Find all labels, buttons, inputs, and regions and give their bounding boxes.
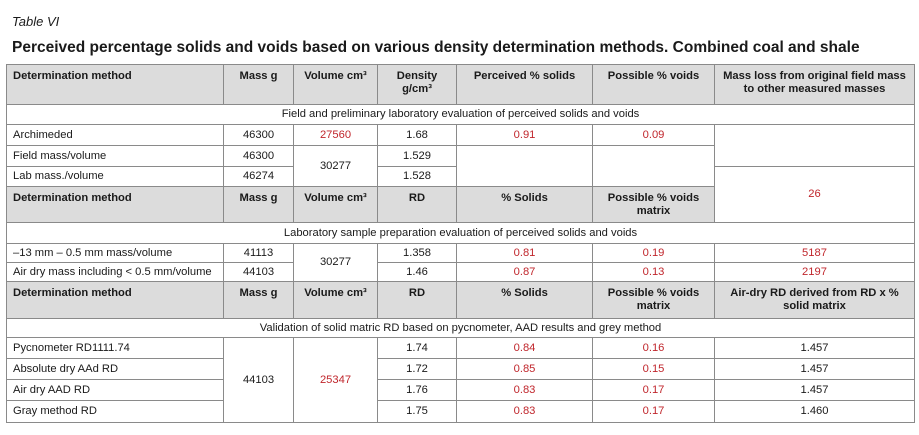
method-cell: Absolute dry AAd RD (6, 358, 224, 380)
empty-cell (714, 124, 915, 167)
header-row-2: Determination method Mass g Volume cm³ R… (6, 186, 915, 223)
col-header-mass-loss: Mass loss from original field mass to ot… (714, 64, 915, 105)
voids-cell: 0.17 (592, 379, 715, 401)
method-cell: Air dry mass including < 0.5 mm/volume (6, 262, 224, 282)
table-row: Field mass/volume 46300 30277 1.529 (6, 145, 915, 187)
col-header-method: Determination method (6, 186, 224, 223)
table-row: Absolute dry AAd RD 1.72 0.85 0.15 1.457 (6, 358, 915, 380)
table-row: –13 mm – 0.5 mm mass/volume 41113 30277 … (6, 243, 915, 282)
voids-cell: 0.09 (592, 124, 715, 146)
voids-cell: 0.19 (592, 243, 715, 263)
col-header-rd: RD (377, 281, 457, 319)
method-cell: Gray method RD (6, 400, 224, 423)
table-row: Air dry mass including < 0.5 mm/volume 4… (6, 262, 915, 282)
voids-cell: 0.13 (592, 262, 715, 282)
air-dry-rd-cell: 1.457 (714, 379, 915, 401)
col-header-voids: Possible % voids (592, 64, 715, 105)
col-header-air-dry-rd: Air-dry RD derived from RD x % solid mat… (714, 281, 915, 319)
solids-cell: 0.84 (456, 337, 593, 359)
solids-cell: 0.83 (456, 379, 593, 401)
density-cell: 1.528 (377, 166, 457, 187)
mass-cell: 46274 (223, 166, 294, 187)
air-dry-rd-cell: 1.460 (714, 400, 915, 423)
table-row: Pycnometer RD1111.74 44103 25347 1.74 0.… (6, 337, 915, 423)
section-title: Laboratory sample preparation evaluation… (6, 222, 915, 244)
voids-cell: 0.17 (592, 400, 715, 423)
volume-cell: 30277 (293, 145, 378, 187)
col-header-rd: RD (377, 186, 457, 223)
col-header-method: Determination method (6, 64, 224, 105)
rd-cell: 1.74 (377, 337, 457, 359)
section-title: Field and preliminary laboratory evaluat… (6, 104, 915, 125)
col-header-solids: % Solids (456, 281, 593, 319)
mass-cell: 44103 (223, 337, 294, 423)
empty-cell (592, 145, 715, 187)
density-cell: 1.358 (377, 243, 457, 263)
voids-cell: 0.15 (592, 358, 715, 380)
mass-cell: 46300 (223, 124, 294, 146)
col-header-density: Density g/cm³ (377, 64, 457, 105)
col-header-solids: % Solids (456, 186, 593, 223)
section-title: Validation of solid matric RD based on p… (6, 318, 915, 338)
table-row: Air dry AAD RD 1.76 0.83 0.17 1.457 (6, 379, 915, 401)
rd-cell: 1.75 (377, 400, 457, 423)
rd-cell: 1.72 (377, 358, 457, 380)
col-header-mass: Mass g (223, 281, 294, 319)
col-header-method: Determination method (6, 281, 224, 319)
density-cell: 1.68 (377, 124, 457, 146)
section-row-3: Validation of solid matric RD based on p… (6, 318, 915, 338)
section-row-2: Laboratory sample preparation evaluation… (6, 222, 915, 244)
volume-cell: 25347 (293, 337, 378, 423)
table-row: Archimeded 46300 27560 1.68 0.91 0.09 (6, 124, 915, 167)
method-cell: –13 mm – 0.5 mm mass/volume (6, 243, 224, 263)
air-dry-rd-cell: 1.457 (714, 358, 915, 380)
col-header-mass: Mass g (223, 64, 294, 105)
volume-cell: 30277 (293, 243, 378, 282)
section-row-1: Field and preliminary laboratory evaluat… (6, 104, 915, 125)
header-row-1: Determination method Mass g Volume cm³ D… (6, 64, 915, 105)
col-header-volume: Volume cm³ (293, 281, 378, 319)
table-label: Table VI (12, 14, 60, 29)
volume-cell: 27560 (293, 124, 378, 146)
solids-cell: 0.81 (456, 243, 593, 263)
col-header-volume: Volume cm³ (293, 64, 378, 105)
method-cell: Archimeded (6, 124, 224, 146)
col-header-solids: Perceived % solids (456, 64, 593, 105)
density-table: Determination method Mass g Volume cm³ D… (6, 64, 915, 423)
solids-cell: 0.87 (456, 262, 593, 282)
col-header-voids: Possible % voids matrix (592, 186, 715, 223)
rd-cell: 1.76 (377, 379, 457, 401)
solids-cell: 0.91 (456, 124, 593, 146)
mass-loss-cell: 2197 (714, 262, 915, 282)
header-row-3: Determination method Mass g Volume cm³ R… (6, 281, 915, 319)
method-cell: Field mass/volume (6, 145, 224, 167)
solids-cell: 0.85 (456, 358, 593, 380)
density-cell: 1.529 (377, 145, 457, 167)
voids-cell: 0.16 (592, 337, 715, 359)
air-dry-rd-cell: 1.457 (714, 337, 915, 359)
empty-cell (456, 145, 593, 187)
mass-loss-cell: 26 (714, 166, 915, 223)
table-row: Gray method RD 1.75 0.83 0.17 1.460 (6, 400, 915, 423)
mass-cell: 46300 (223, 145, 294, 167)
col-header-voids: Possible % voids matrix (592, 281, 715, 319)
solids-cell: 0.83 (456, 400, 593, 423)
col-header-mass: Mass g (223, 186, 294, 223)
mass-cell: 41113 (223, 243, 294, 263)
method-cell: Air dry AAD RD (6, 379, 224, 401)
col-header-volume: Volume cm³ (293, 186, 378, 223)
mass-loss-cell: 5187 (714, 243, 915, 263)
table-title: Perceived percentage solids and voids ba… (12, 39, 860, 56)
density-cell: 1.46 (377, 262, 457, 282)
method-cell: Lab mass./volume (6, 166, 224, 187)
method-cell: Pycnometer RD1111.74 (6, 337, 224, 359)
mass-cell: 44103 (223, 262, 294, 282)
